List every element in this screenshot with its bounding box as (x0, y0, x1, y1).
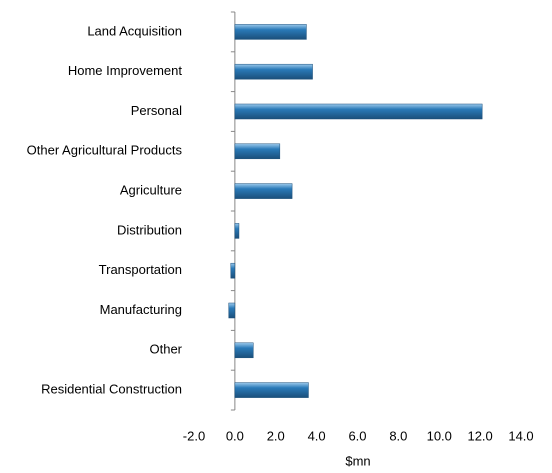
bar (228, 302, 236, 319)
y-tick-label: Land Acquisition (87, 23, 182, 38)
x-axis-label: $mn (345, 453, 370, 468)
y-tick-label: Transportation (99, 262, 182, 277)
y-tick-label: Other Agricultural Products (27, 143, 183, 158)
x-tick-label: 8.0 (389, 428, 407, 443)
y-tick-label: Agriculture (120, 183, 182, 198)
x-tick-label: 0.0 (226, 428, 244, 443)
y-tick-label: Other (149, 342, 182, 357)
bar (234, 63, 313, 80)
x-tick-label: 2.0 (267, 428, 285, 443)
x-tick-label: 4.0 (308, 428, 326, 443)
bar (234, 24, 307, 40)
y-tick-label: Residential Construction (41, 382, 182, 397)
x-tick-label: -2.0 (183, 428, 205, 443)
bar (234, 223, 240, 239)
x-tick-label: 14.0 (508, 428, 533, 443)
bar (234, 103, 483, 120)
bar (234, 382, 309, 398)
bar (234, 143, 281, 160)
bar (230, 262, 236, 279)
y-tick-label: Manufacturing (100, 302, 182, 317)
x-tick-label: 6.0 (348, 428, 366, 443)
bar (234, 183, 293, 199)
bar (234, 342, 254, 359)
y-tick-label: Personal (131, 103, 182, 118)
y-tick-label: Distribution (117, 222, 182, 237)
y-tick-label: Home Improvement (68, 63, 183, 78)
x-tick-label: 12.0 (467, 428, 492, 443)
x-tick-label: 10.0 (427, 428, 452, 443)
